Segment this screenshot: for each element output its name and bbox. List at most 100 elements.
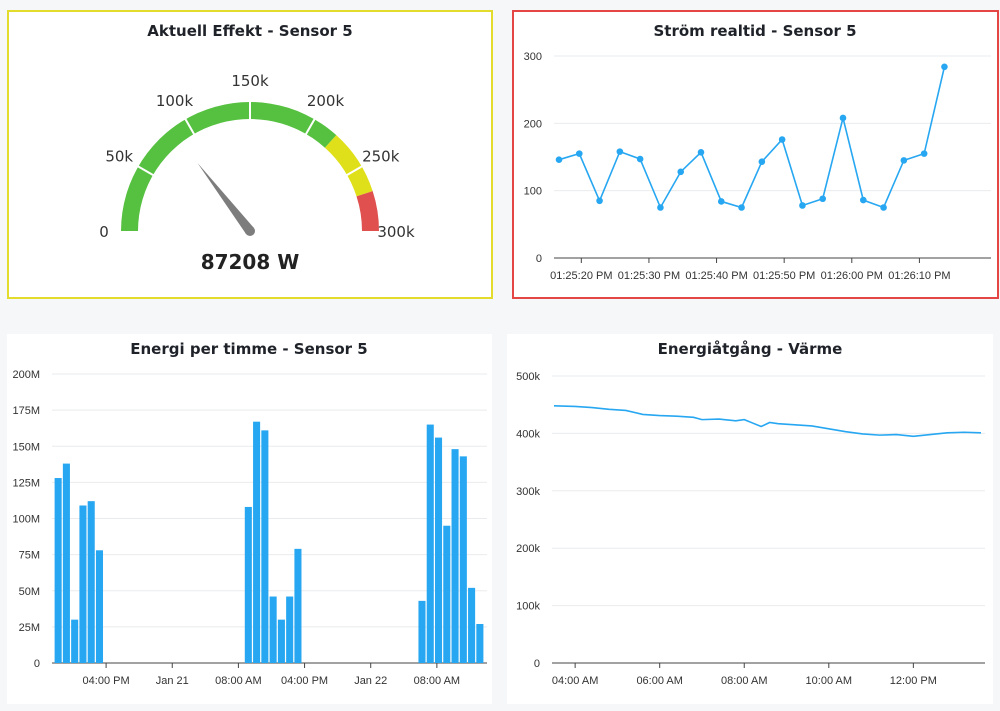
strom-data-point [657, 204, 664, 211]
strom-x-tick: 01:25:40 PM [685, 270, 747, 282]
energi-bar [277, 619, 285, 663]
varme-x-tick: 08:00 AM [721, 675, 767, 687]
strom-x-tick: 01:25:20 PM [550, 270, 612, 282]
strom-y-tick: 200 [524, 118, 542, 130]
energi-bar [294, 548, 302, 663]
varme-x-tick: 10:00 AM [806, 675, 852, 687]
energi-bar [95, 550, 104, 663]
gauge-value-label: 87208 W [201, 250, 300, 274]
strom-data-point [799, 202, 806, 209]
line-panel-varme: Energiåtgång - Värme 0 100k 200k 300k 400k 50… [507, 334, 993, 704]
energi-bar [244, 506, 252, 663]
energi-bar [261, 430, 269, 663]
varme-x-tick: 12:00 PM [890, 675, 937, 687]
strom-data-point [677, 168, 685, 176]
strom-y-tick: 300 [524, 51, 542, 63]
varme-x-tick: 04:00 AM [552, 675, 598, 687]
strom-data-point [575, 150, 583, 157]
strom-data-point [738, 204, 745, 211]
strom-data-point [616, 148, 624, 155]
gauge-chart: Aktuell Effekt - Sensor 5 0 50k 100k 150k 20… [99, 22, 415, 274]
energi-y-tick: 125M [12, 477, 40, 489]
energi-x-tick: 04:00 PM [281, 675, 328, 687]
strom-data-point [758, 158, 766, 166]
varme-y-tick: 500k [516, 371, 540, 383]
varme-title: Energiåtgång - Värme [658, 340, 843, 358]
strom-data-point [596, 197, 603, 205]
strom-data-point [636, 155, 644, 163]
line-chart-strom: Ström realtid - Sensor 5 0 100 200 300 01:25… [524, 22, 991, 282]
strom-data-point [900, 157, 908, 164]
energi-bar [443, 525, 451, 663]
strom-data-point [941, 63, 948, 71]
varme-y-tick: 300k [516, 486, 540, 498]
strom-y-tick: 0 [536, 253, 542, 265]
gauge-band-yellow [324, 135, 373, 197]
varme-series-line [553, 405, 982, 438]
line-panel-strom: Ström realtid - Sensor 5 0 100 200 300 01:25… [512, 10, 999, 299]
strom-x-tick: 01:26:10 PM [888, 270, 950, 282]
gauge-tick-label: 200k [307, 92, 345, 110]
energi-bar [451, 449, 459, 663]
energi-y-tick: 75M [19, 550, 40, 562]
energi-y-tick: 25M [19, 622, 40, 634]
strom-data-point [778, 136, 786, 143]
gauge-needle [197, 162, 254, 235]
energi-y-tick: 100M [12, 514, 40, 526]
bar-chart-energi: Energi per timme - Sensor 5 0 25M 50M 75M 10… [12, 340, 487, 687]
varme-y-tick: 200k [516, 543, 540, 555]
varme-y-tick: 400k [516, 428, 540, 440]
energi-bar [459, 456, 467, 663]
strom-data-point [859, 196, 867, 204]
energi-bar [418, 600, 426, 663]
energi-bar [426, 424, 434, 663]
strom-data-point [839, 114, 847, 122]
energi-bar [253, 421, 261, 663]
gauge-tick-divider [184, 117, 196, 136]
line-chart-varme: Energiåtgång - Värme 0 100k 200k 300k 400k 50… [516, 340, 985, 687]
bar-panel-energi: Energi per timme - Sensor 5 0 25M 50M 75M 10… [7, 334, 492, 704]
energi-y-tick: 0 [34, 658, 40, 670]
strom-data-point [880, 204, 887, 211]
gauge-tick-label: 150k [231, 72, 269, 90]
energi-x-tick: 04:00 PM [83, 675, 130, 687]
energi-x-tick: Jan 22 [354, 675, 387, 687]
energi-bar [71, 619, 79, 663]
strom-data-point [717, 198, 725, 205]
strom-series-line [558, 66, 946, 210]
gauge-tick-divider [345, 165, 364, 177]
gauge-tick-label: 50k [105, 148, 133, 166]
gauge-tick-label: 100k [156, 92, 194, 110]
gauge-panel-effekt: Aktuell Effekt - Sensor 5 0 50k 100k 150k 20… [7, 10, 493, 299]
energi-bar [62, 463, 70, 663]
gauge-needle-hub [245, 226, 255, 236]
strom-title: Ström realtid - Sensor 5 [653, 22, 856, 40]
gauge-band-green [121, 101, 337, 231]
varme-y-tick: 100k [516, 601, 540, 613]
strom-data-point [920, 150, 928, 157]
energi-x-tick: 08:00 AM [414, 675, 460, 687]
strom-data-point [555, 156, 563, 163]
strom-x-tick: 01:25:50 PM [753, 270, 815, 282]
energi-bar [434, 437, 443, 663]
strom-x-tick: 01:26:00 PM [821, 270, 883, 282]
energi-y-tick: 175M [12, 405, 40, 417]
varme-x-tick: 06:00 AM [636, 675, 682, 687]
gauge-tick-label: 0 [99, 223, 109, 241]
energi-bar [468, 587, 476, 663]
strom-x-tick: 01:25:30 PM [618, 270, 680, 282]
gauge-title: Aktuell Effekt - Sensor 5 [147, 22, 352, 40]
gauge-tick-label: 250k [362, 148, 400, 166]
energi-bar [54, 478, 62, 663]
strom-y-tick: 100 [524, 186, 542, 198]
energi-bar [87, 501, 95, 663]
energi-bar [476, 623, 484, 663]
strom-data-point [697, 148, 705, 156]
varme-y-tick: 0 [534, 658, 540, 670]
energi-y-tick: 150M [12, 441, 40, 453]
energi-bar [79, 505, 87, 663]
energi-bar [286, 596, 294, 663]
gauge-tick-divider [304, 117, 316, 136]
gauge-tick-label: 300k [377, 223, 415, 241]
gauge-tick-divider [136, 165, 155, 177]
